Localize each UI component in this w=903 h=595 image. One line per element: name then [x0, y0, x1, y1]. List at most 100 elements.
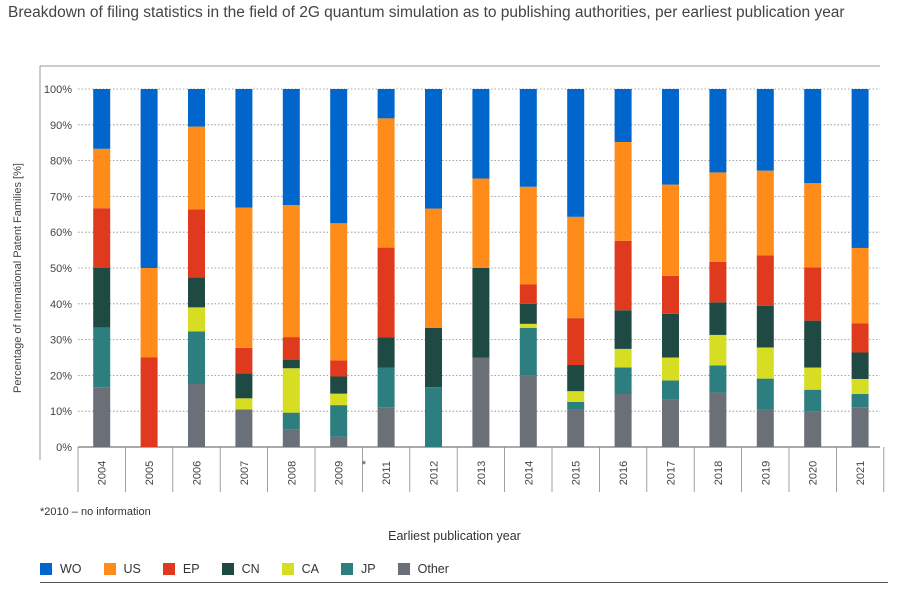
bar-segment-other-2011	[377, 407, 395, 447]
x-tick-label: 2008	[286, 461, 298, 485]
x-tick-label: 2007	[239, 461, 251, 485]
bar-segment-ca-2014	[519, 323, 537, 328]
bar-segment-wo-2009	[330, 89, 348, 224]
bar-segment-wo-2008	[282, 89, 300, 205]
bar-segment-cn-2017	[662, 313, 679, 358]
bar-segment-cn-2009	[330, 376, 348, 394]
bottom-divider	[40, 582, 888, 583]
bar-segment-ca-2007	[235, 398, 253, 410]
bar-segment-other-2008	[282, 429, 300, 447]
bar-segment-ep-2005	[140, 357, 158, 447]
x-tick-label: 2013	[476, 461, 488, 485]
y-tick-label: 40%	[50, 299, 72, 311]
bar-segment-cn-2011	[377, 337, 395, 368]
legend-label: US	[123, 562, 141, 576]
bar-segment-us-2016	[614, 141, 632, 241]
bar-segment-cn-2007	[235, 373, 253, 399]
bar-segment-cn-2004	[93, 268, 111, 328]
bar-segment-cn-2015	[567, 365, 585, 392]
bar-segment-ca-2016	[614, 348, 632, 368]
bar-segment-other-2004	[93, 387, 111, 447]
bar-segment-ca-2015	[567, 391, 585, 402]
bar-segment-jp-2015	[567, 401, 585, 410]
bar-segment-ca-2008	[282, 368, 300, 413]
legend-swatch	[103, 563, 116, 575]
bar-segment-jp-2020	[804, 389, 822, 412]
bar-segment-ep-2020	[804, 267, 822, 321]
bar-segment-wo-2006	[188, 89, 205, 127]
bar-segment-ca-2021	[851, 378, 869, 395]
bar-segment-other-2013	[472, 357, 490, 447]
bar-segment-cn-2014	[519, 303, 537, 324]
x-tick-label: 2017	[666, 461, 678, 485]
y-axis-title: Percentage of International Patent Famil…	[12, 163, 24, 393]
y-tick-label: 10%	[50, 406, 72, 418]
x-tick-label: 2015	[571, 461, 583, 485]
x-tick-label: 2006	[192, 461, 204, 485]
bar-segment-us-2015	[567, 216, 585, 319]
bar-segment-wo-2011	[377, 89, 395, 119]
bar-segment-wo-2018	[709, 89, 727, 173]
bar-segment-jp-2016	[614, 367, 632, 395]
missing-2010-marker: *	[362, 459, 367, 471]
bar-segment-ca-2018	[709, 334, 727, 366]
bar-segment-ep-2019	[756, 255, 774, 306]
legend-label: EP	[182, 562, 200, 576]
bar-segment-jp-2017	[662, 380, 679, 400]
legend-swatch	[162, 563, 175, 575]
chart-title: Breakdown of filing statistics in the fi…	[8, 4, 845, 21]
bar-segment-cn-2008	[282, 360, 300, 369]
bar-segment-ep-2007	[235, 347, 253, 374]
y-tick-label: 30%	[50, 335, 72, 347]
bar-segment-us-2020	[804, 183, 822, 268]
bar-segment-us-2014	[519, 186, 537, 285]
y-tick-label: 20%	[50, 370, 72, 382]
bar-segment-wo-2012	[425, 89, 442, 209]
bar-segment-ca-2009	[330, 393, 348, 406]
bar-segment-other-2007	[235, 409, 253, 447]
legend-item-wo: WO	[40, 562, 82, 576]
x-tick-label: 2020	[808, 461, 820, 485]
bar-segment-jp-2018	[709, 365, 727, 393]
bar-segment-cn-2013	[472, 268, 490, 358]
bar-segment-jp-2021	[851, 394, 869, 408]
bar-segment-ca-2006	[188, 307, 205, 332]
bar-segment-wo-2007	[235, 89, 253, 208]
legend-label: Other	[417, 562, 449, 576]
x-tick-label: 2019	[760, 461, 772, 485]
y-tick-label: 90%	[50, 120, 72, 132]
bar-segment-us-2013	[472, 178, 490, 268]
bar-segment-ep-2011	[377, 247, 395, 338]
legend-item-ca: CA	[281, 562, 319, 576]
bar-segment-wo-2019	[756, 89, 774, 171]
bar-segment-ca-2019	[756, 347, 774, 379]
bar-segment-us-2018	[709, 172, 727, 262]
bar-segment-wo-2021	[851, 89, 869, 248]
bar-segment-other-2017	[662, 399, 679, 447]
bar-segment-cn-2012	[425, 327, 442, 388]
legend-swatch	[221, 563, 234, 575]
bar-segment-ep-2018	[709, 261, 727, 303]
y-tick-label: 60%	[50, 227, 72, 239]
legend-label: WO	[60, 562, 82, 576]
legend-item-jp: JP	[341, 562, 376, 576]
bar-segment-wo-2013	[472, 89, 490, 179]
bar-segment-other-2020	[804, 411, 822, 447]
y-tick-label: 50%	[50, 263, 72, 275]
x-tick-label: 2011	[381, 461, 393, 485]
x-tick-label: 2016	[618, 461, 630, 485]
x-axis-title: Earliest publication year	[388, 529, 521, 543]
legend-item-other: Other	[397, 562, 449, 576]
legend-label: CN	[241, 562, 260, 576]
y-tick-label: 70%	[50, 191, 72, 203]
bar-segment-us-2017	[662, 184, 679, 276]
bar-segment-jp-2019	[756, 378, 774, 410]
bar-segment-ep-2009	[330, 360, 348, 377]
bar-segment-cn-2016	[614, 310, 632, 349]
stacked-bar-chart: 0% 10% 20% 30% 40% 50% 60% 70% 80% 90% 100% Percent…	[12, 65, 885, 492]
x-tick-label: 2021	[855, 461, 867, 485]
bar-segment-cn-2019	[756, 305, 774, 348]
legend: WO US EP CN CA JP Other	[40, 560, 471, 578]
bar-segment-us-2006	[188, 126, 205, 210]
bar-segment-us-2009	[330, 223, 348, 361]
